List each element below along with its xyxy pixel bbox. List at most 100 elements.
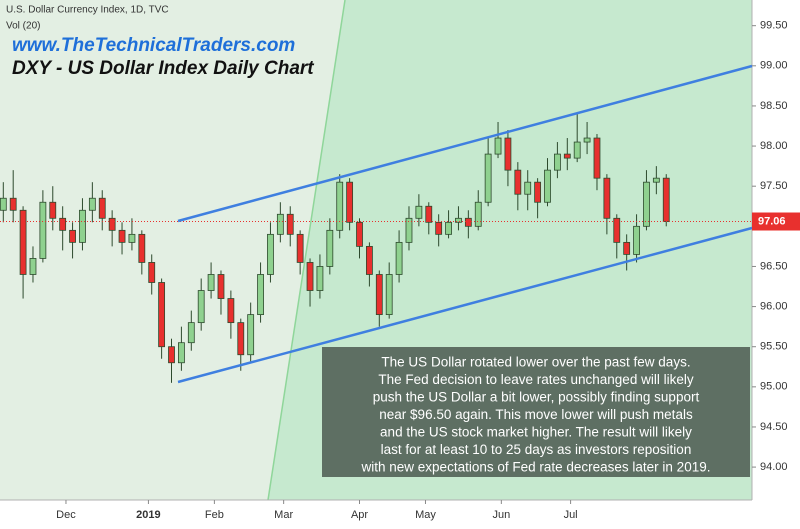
candle-body xyxy=(652,177,660,183)
candle-body xyxy=(455,217,462,223)
candle-body xyxy=(623,241,631,255)
candle-body xyxy=(524,181,532,195)
annotation-line: near $96.50 again. This move lower will … xyxy=(379,407,693,422)
annotation-box xyxy=(322,347,750,477)
candle-body xyxy=(326,229,334,267)
candle-body xyxy=(49,201,57,219)
candle-body xyxy=(227,298,235,324)
candle-body xyxy=(613,217,621,243)
candle-body xyxy=(39,201,47,259)
candle-body xyxy=(375,274,383,316)
candle-body xyxy=(464,217,472,227)
candle-body xyxy=(217,274,225,299)
candle-body xyxy=(59,217,67,231)
candle-body xyxy=(148,262,156,283)
candle-body xyxy=(445,221,452,235)
candle-body xyxy=(662,177,670,222)
annotation: The US Dollar rotated lower over the pas… xyxy=(361,355,711,475)
candle-body xyxy=(643,181,650,227)
candle-body xyxy=(593,137,601,179)
candle-body xyxy=(267,233,274,275)
marks xyxy=(0,113,752,383)
candle-body xyxy=(88,197,96,211)
candle-body xyxy=(69,229,76,243)
candle-body xyxy=(633,225,640,255)
x-tick-label: May xyxy=(415,509,436,521)
candle-body xyxy=(128,233,136,243)
candle-body xyxy=(583,137,591,143)
x-tick-label: 2019 xyxy=(136,509,160,521)
candle-body xyxy=(138,233,146,263)
candle-body xyxy=(118,229,126,243)
website: www.TheTechnicalTraders.com xyxy=(12,35,295,56)
candle-body xyxy=(9,197,17,211)
y-tick-label: 95.00 xyxy=(760,381,788,393)
candle-body xyxy=(178,342,185,364)
y-tick-label: 98.50 xyxy=(760,100,788,112)
candle-body xyxy=(187,322,195,344)
candle-body xyxy=(98,197,106,219)
candle-body xyxy=(346,181,354,223)
candle-body xyxy=(554,153,561,171)
candle-body xyxy=(484,153,492,203)
annotation-line: with new expectations of Fed rate decrea… xyxy=(361,460,711,475)
trend-line xyxy=(177,64,753,223)
last-price-label: 97.06 xyxy=(758,215,786,227)
candle-body xyxy=(425,205,433,223)
price-axis xyxy=(752,0,800,529)
annotation-line: and the US stock market higher. The resu… xyxy=(380,425,692,440)
candle-body xyxy=(296,233,304,263)
candle-body xyxy=(158,282,166,348)
y-tick-label: 97.50 xyxy=(760,180,788,192)
annotation-line: last for at least 10 to 25 days as inves… xyxy=(381,442,692,457)
candle-body xyxy=(237,322,245,356)
candle-body xyxy=(385,274,393,316)
time-axis xyxy=(0,500,752,529)
candle-body xyxy=(247,314,255,356)
candle-body xyxy=(356,221,363,247)
candle-body xyxy=(435,221,443,235)
y-tick-label: 96.00 xyxy=(760,300,788,312)
candle-body xyxy=(494,137,502,155)
candle-body xyxy=(563,153,571,159)
candle-body xyxy=(286,213,294,235)
y-tick-label: 98.00 xyxy=(760,140,788,152)
candle-body xyxy=(207,274,215,291)
candle-body xyxy=(19,209,27,275)
candle-body xyxy=(306,262,314,291)
y-tick-label: 99.50 xyxy=(760,20,788,32)
annotation-line: The Fed decision to leave rates unchange… xyxy=(378,372,693,387)
x-tick-label: Mar xyxy=(274,509,293,521)
candle-body xyxy=(336,181,344,231)
x-tick-label: Dec xyxy=(56,509,76,521)
candle-body xyxy=(276,213,284,235)
annotation-line: The US Dollar rotated lower over the pas… xyxy=(381,355,690,370)
x-tick-label: Feb xyxy=(205,509,224,521)
candle-body xyxy=(474,201,482,227)
zone-edge xyxy=(267,0,346,501)
candle-body xyxy=(29,258,37,275)
candle-body xyxy=(504,137,512,171)
candle-body xyxy=(405,217,413,243)
y-tick-label: 99.00 xyxy=(760,60,788,72)
candle-body xyxy=(544,169,551,203)
y-tick-label: 94.50 xyxy=(760,421,788,433)
x-tick-label: Jun xyxy=(492,509,510,521)
last-price-box xyxy=(752,212,800,231)
chart-title: DXY - US Dollar Index Daily Chart xyxy=(12,58,314,79)
candle-body xyxy=(534,181,542,203)
y-tick-label: 95.50 xyxy=(760,341,788,353)
candle-body xyxy=(168,346,175,364)
candle-body xyxy=(573,141,581,159)
y-tick-label: 96.50 xyxy=(760,260,788,272)
header: U.S. Dollar Currency Index, 1D, TVC xyxy=(6,5,169,16)
trend-line xyxy=(177,226,753,384)
candle-body xyxy=(197,290,205,324)
x-tick-label: Jul xyxy=(564,509,578,521)
candle-body xyxy=(514,169,522,195)
candle-body xyxy=(415,205,423,219)
candle-body xyxy=(79,209,86,243)
candle-body xyxy=(0,197,7,211)
